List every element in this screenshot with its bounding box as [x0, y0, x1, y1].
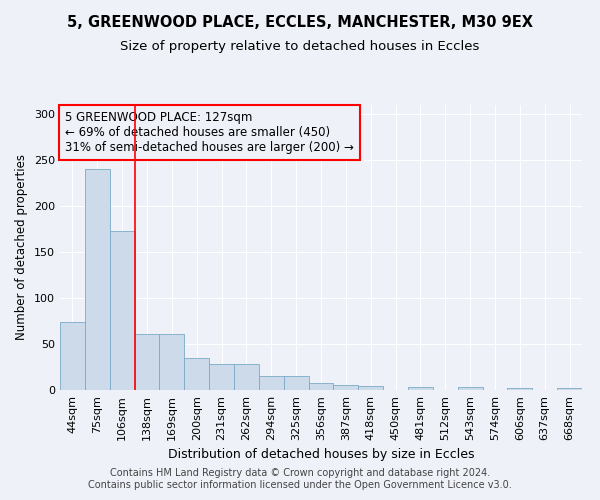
Bar [408, 387, 433, 390]
Bar [284, 376, 308, 390]
Bar [458, 387, 482, 390]
Text: 5, GREENWOOD PLACE, ECCLES, MANCHESTER, M30 9EX: 5, GREENWOOD PLACE, ECCLES, MANCHESTER, … [67, 15, 533, 30]
Bar [557, 388, 582, 390]
Text: Size of property relative to detached houses in Eccles: Size of property relative to detached ho… [121, 40, 479, 53]
Bar [508, 388, 532, 390]
Bar [209, 364, 234, 390]
Bar [85, 170, 110, 390]
Bar [184, 358, 209, 390]
Bar [358, 386, 383, 390]
Y-axis label: Number of detached properties: Number of detached properties [16, 154, 28, 340]
Text: Contains HM Land Registry data © Crown copyright and database right 2024.
Contai: Contains HM Land Registry data © Crown c… [88, 468, 512, 490]
Bar [334, 386, 358, 390]
Bar [134, 334, 160, 390]
Bar [60, 322, 85, 390]
Bar [110, 231, 134, 390]
Bar [259, 376, 284, 390]
Bar [160, 334, 184, 390]
Bar [308, 382, 334, 390]
Text: 5 GREENWOOD PLACE: 127sqm
← 69% of detached houses are smaller (450)
31% of semi: 5 GREENWOOD PLACE: 127sqm ← 69% of detac… [65, 110, 354, 154]
X-axis label: Distribution of detached houses by size in Eccles: Distribution of detached houses by size … [168, 448, 474, 462]
Bar [234, 364, 259, 390]
